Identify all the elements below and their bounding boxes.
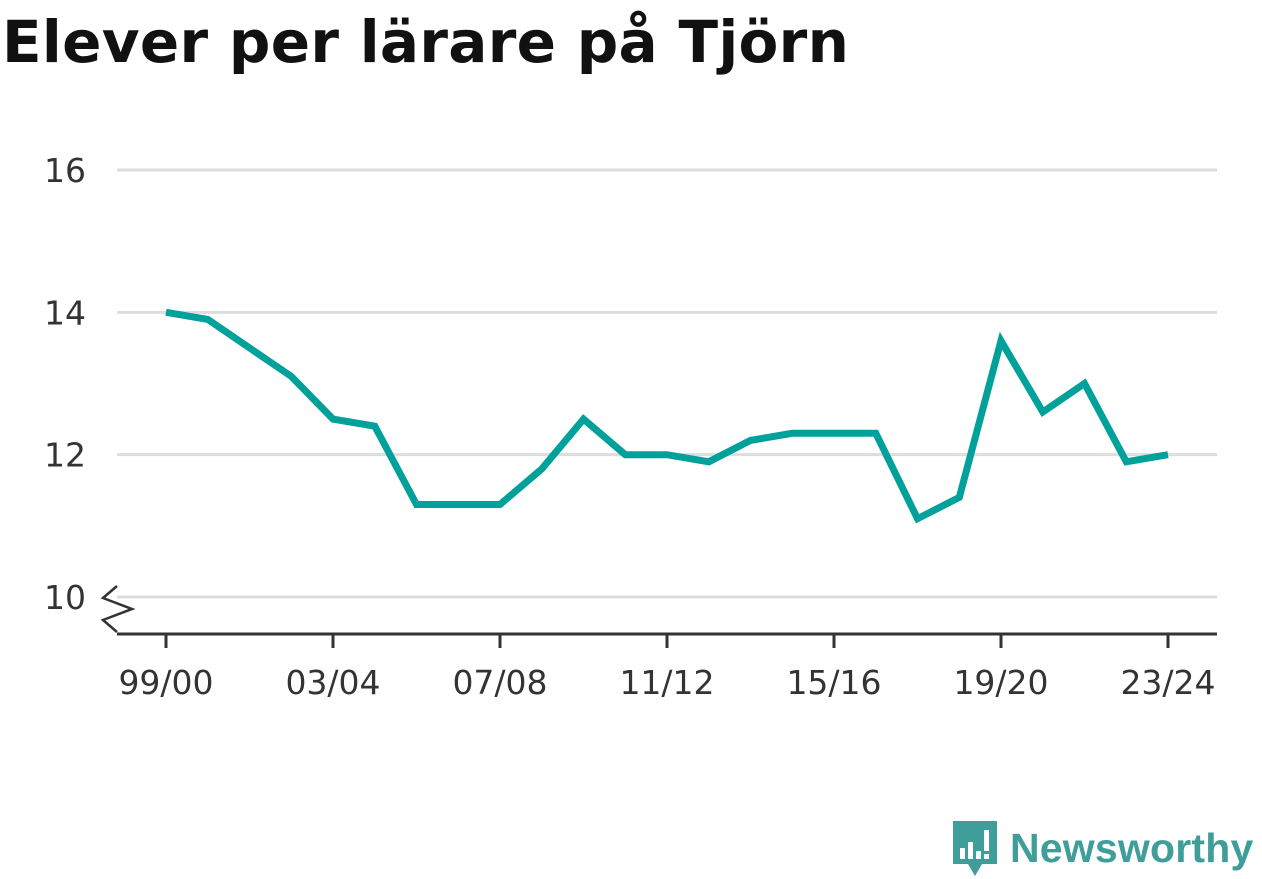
- brand-name: Newsworthy: [1010, 824, 1254, 871]
- y-tick-label-12: 12: [44, 436, 86, 475]
- y-tick-label-14: 14: [44, 293, 86, 332]
- x-axis: [100, 585, 1217, 648]
- x-tick-label: 07/08: [452, 663, 547, 702]
- series-line-0: [165, 308, 1169, 524]
- data-series: [165, 308, 1169, 524]
- y-tick-label-16: 16: [44, 151, 86, 190]
- x-tick-label: 03/04: [285, 663, 380, 702]
- newsworthy-logo-icon: [953, 821, 997, 876]
- x-tick-labels: 99/00 03/04 07/08 11/12 15/16 19/20 23/24: [118, 663, 1215, 702]
- x-tick-label: 23/24: [1120, 663, 1215, 702]
- x-tick-label: 99/00: [118, 663, 213, 702]
- y-tick-label-10: 10: [44, 578, 86, 617]
- x-tick-label: 19/20: [953, 663, 1048, 702]
- y-tick-labels: 10 12 14 16: [44, 151, 86, 617]
- x-tick-label: 15/16: [786, 663, 881, 702]
- grid-lines: [117, 168, 1217, 599]
- chart-title: Elever per lärare på Tjörn: [2, 8, 850, 76]
- brand-logo: Newsworthy: [950, 818, 1254, 878]
- y-axis-break-icon: [100, 585, 136, 633]
- x-tick-label: 11/12: [619, 663, 714, 702]
